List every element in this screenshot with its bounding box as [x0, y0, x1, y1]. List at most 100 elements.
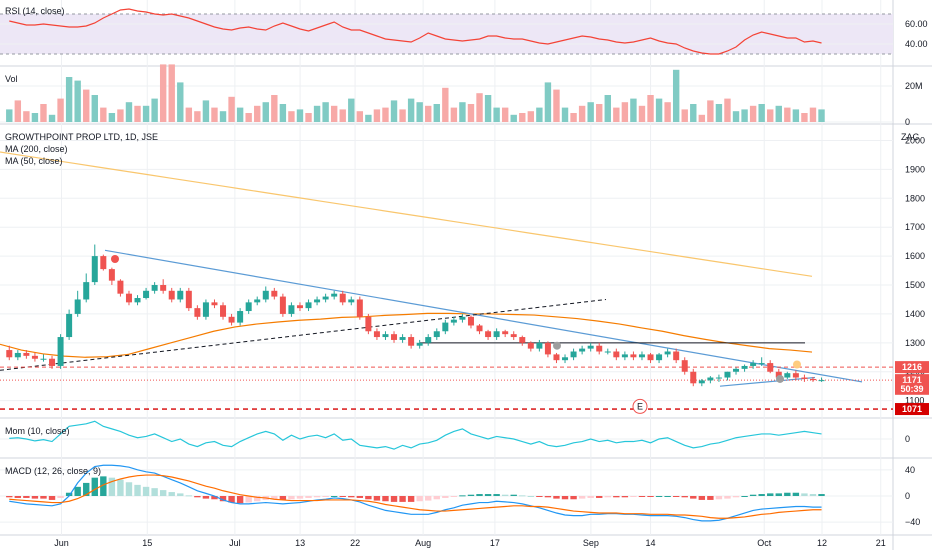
- candle-body: [228, 316, 235, 323]
- candle-body: [750, 363, 757, 366]
- candle-body: [382, 334, 389, 338]
- macd-histogram-bar: [31, 496, 39, 499]
- volume-bar: [467, 104, 475, 122]
- macd-histogram-bar: [74, 486, 81, 496]
- volume-bar: [818, 109, 825, 122]
- macd-histogram-bar: [647, 496, 654, 497]
- candle-body: [596, 345, 603, 352]
- y-tick-label: 1900: [905, 164, 925, 174]
- macd-histogram-bar: [792, 492, 800, 496]
- macd-histogram-bar: [365, 496, 372, 500]
- volume-bar: [100, 107, 107, 122]
- volume-bar: [604, 95, 611, 122]
- x-tick-label: Jun: [54, 538, 69, 548]
- signal-line: [9, 474, 822, 519]
- candle-body: [656, 354, 663, 361]
- macd-histogram-bar: [621, 496, 629, 498]
- ma200-legend: MA (200, close): [5, 144, 68, 154]
- macd-histogram-bar: [604, 496, 611, 498]
- volume-bar: [288, 111, 295, 122]
- macd-histogram-bar: [596, 496, 603, 498]
- volume-bar: [159, 64, 167, 122]
- macd-histogram-bar: [48, 496, 56, 500]
- candle-body: [57, 337, 64, 366]
- macd-histogram-bar: [142, 486, 150, 496]
- macd-histogram-bar: [348, 496, 355, 498]
- volume-bar: [390, 100, 398, 122]
- x-tick-label: Aug: [415, 538, 431, 548]
- macd-histogram-bar: [698, 496, 706, 500]
- macd-histogram-bar: [211, 496, 218, 500]
- y-tick-label: 1500: [905, 280, 925, 290]
- candle-body: [348, 299, 355, 303]
- volume-bar: [638, 105, 646, 122]
- candle-body: [245, 302, 252, 312]
- ma50-line: [0, 312, 813, 358]
- y-tick-label: 1400: [905, 309, 925, 319]
- volume-bar: [271, 95, 278, 122]
- macd-histogram-bar: [407, 496, 415, 502]
- candle-body: [296, 305, 303, 309]
- candle-body: [305, 302, 312, 309]
- volume-bar: [732, 111, 740, 122]
- volume-bar: [228, 96, 235, 122]
- candle-body: [108, 269, 115, 281]
- candle-body: [314, 299, 321, 303]
- macd-histogram-bar: [519, 495, 526, 497]
- volume-bar: [553, 89, 560, 122]
- candle-body: [100, 256, 107, 270]
- candle-body: [125, 293, 132, 303]
- x-tick-label: Jul: [229, 538, 241, 548]
- x-tick-label: Sep: [583, 538, 599, 548]
- candle-body: [416, 342, 423, 346]
- volume-bar: [305, 113, 312, 122]
- macd-histogram-bar: [228, 496, 235, 503]
- volume-bar: [664, 102, 671, 122]
- candle-body: [536, 342, 543, 349]
- volume-bar: [484, 95, 492, 122]
- volume-bar: [570, 113, 577, 122]
- ma200-line: [0, 151, 813, 277]
- volume-bar: [219, 111, 227, 122]
- price-tag: [895, 403, 929, 416]
- macd-histogram-bar: [279, 496, 287, 500]
- macd-histogram-bar: [134, 484, 141, 496]
- volume-bar: [690, 104, 697, 122]
- volume-bar: [527, 111, 535, 122]
- macd-histogram-bar: [151, 488, 158, 496]
- volume-bar: [279, 104, 287, 122]
- volume-bar: [151, 98, 158, 122]
- volume-bar: [784, 107, 791, 122]
- candle-body: [784, 373, 791, 378]
- volume-bar: [587, 102, 594, 122]
- macd-histogram-bar: [801, 493, 808, 496]
- volume-bar: [519, 113, 526, 122]
- volume-bar: [476, 93, 483, 122]
- price-title: GROWTHPOINT PROP LTD, 1D, JSE: [5, 132, 158, 142]
- split-marker: [553, 341, 561, 350]
- macd-histogram-bar: [117, 479, 124, 496]
- x-tick-label: 22: [350, 538, 360, 548]
- macd-histogram-bar: [219, 496, 227, 502]
- price-tag-label: 1171: [902, 375, 922, 385]
- macd-histogram-bar: [707, 496, 714, 500]
- candle-body: [339, 293, 346, 303]
- volume-bar: [698, 114, 706, 122]
- rsi-title: RSI (14, close): [5, 6, 65, 16]
- macd-histogram-bar: [390, 496, 398, 502]
- volume-bar: [749, 105, 757, 122]
- macd-histogram-bar: [254, 496, 261, 502]
- candle-body: [638, 354, 645, 358]
- macd-histogram-bar: [732, 496, 740, 498]
- y-tick-label: 0: [905, 491, 910, 501]
- macd-histogram-bar: [553, 496, 560, 499]
- volume-bar: [117, 109, 124, 122]
- candle-body: [254, 299, 261, 303]
- y-tick-label: 40: [905, 465, 915, 475]
- volume-bar: [296, 109, 304, 122]
- dividend-marker: [793, 360, 801, 369]
- volume-bar: [792, 109, 800, 122]
- volume-bar: [236, 107, 244, 122]
- candle-body: [83, 282, 90, 300]
